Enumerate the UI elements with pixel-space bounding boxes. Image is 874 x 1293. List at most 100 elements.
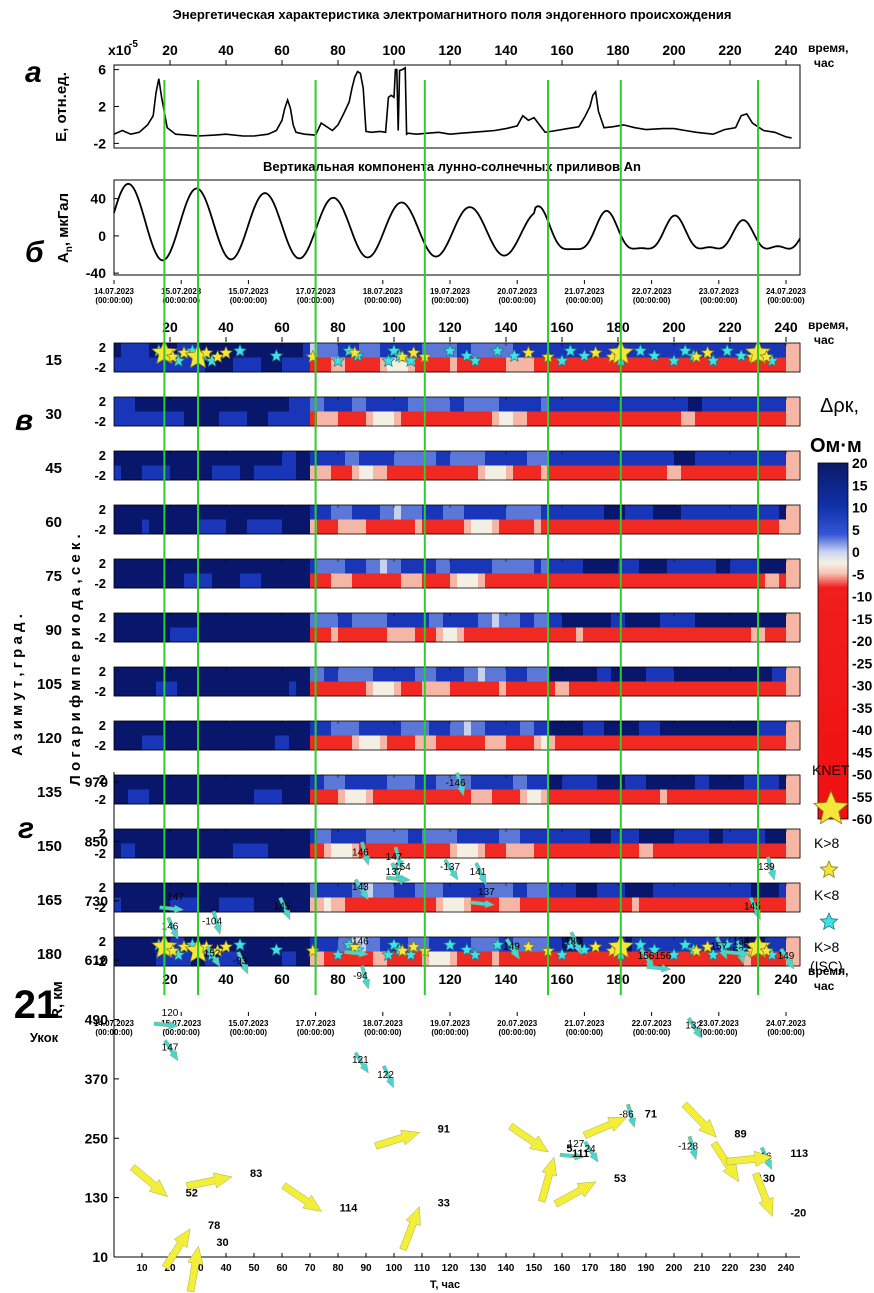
heatmap-cell — [639, 829, 647, 844]
heatmap-cell — [492, 411, 500, 427]
heatmap-cell — [604, 897, 612, 913]
heatmap-cell — [415, 937, 423, 952]
heatmap-cell — [513, 397, 521, 412]
panel-letter-a: а — [25, 56, 42, 89]
heatmap-cell — [205, 397, 213, 412]
heatmap-cell — [135, 681, 143, 697]
heatmap-cell — [667, 883, 675, 898]
heatmap-cell — [576, 357, 584, 373]
x-tick-label: 240 — [778, 1263, 795, 1274]
heatmap-cell — [296, 397, 304, 412]
heatmap-cell — [114, 843, 122, 859]
heatmap-cell — [366, 721, 374, 736]
heatmap-cell — [569, 735, 577, 751]
date-time-label: (00:00:00) — [499, 296, 537, 305]
star-knet — [395, 349, 410, 364]
heatmap-cell — [149, 465, 157, 481]
heatmap-cell — [128, 829, 136, 844]
heatmap-cell — [380, 681, 388, 697]
heatmap-cell — [464, 789, 472, 805]
heatmap-cell — [471, 681, 479, 697]
green-event-lines — [163, 80, 759, 995]
heatmap-cell — [401, 897, 409, 913]
heatmap-cell — [730, 883, 738, 898]
heatmap-cell — [282, 357, 290, 373]
heatmap-cell — [121, 937, 129, 952]
heatmap-cell — [338, 343, 346, 358]
heatmap-cell — [478, 829, 486, 844]
star-isc — [269, 942, 284, 957]
heatmap-cell — [163, 829, 171, 844]
heatmap-cell — [765, 789, 773, 805]
legend-label-isc-1: K>8 — [814, 939, 840, 955]
heatmap-cell — [198, 397, 206, 412]
heatmap-cell — [380, 627, 388, 643]
heatmap-cell — [366, 357, 374, 373]
heatmap-cell — [695, 843, 703, 859]
heatmap-cell — [429, 559, 437, 574]
heatmap-cell — [751, 735, 759, 751]
time-tick-label: 180 — [606, 42, 630, 58]
heatmap-cell — [380, 519, 388, 535]
heatmap-cell — [338, 937, 346, 952]
heatmap-cell — [380, 667, 388, 682]
heatmap-cell — [737, 613, 745, 628]
heatmap-cell — [296, 411, 304, 427]
heatmap-cell — [499, 681, 507, 697]
heatmap-cell — [625, 357, 633, 373]
time-tick-label: 20 — [162, 971, 178, 987]
heatmap-cell — [765, 721, 773, 736]
heatmap-cell — [681, 667, 689, 682]
heatmap-cell — [548, 397, 556, 412]
row-azimuth-label: 180 — [37, 946, 62, 963]
heatmap-cell — [569, 519, 577, 535]
heatmap-cell — [751, 681, 759, 697]
knet-arrow — [726, 1150, 773, 1167]
heatmap-cell — [268, 505, 276, 520]
heatmap-cell — [779, 789, 787, 805]
heatmap-cell — [415, 613, 423, 628]
heatmap-cell — [121, 397, 129, 412]
heatmap-cell — [709, 505, 717, 520]
heatmap-cell — [520, 735, 528, 751]
heatmap-cell — [261, 519, 269, 535]
date-time-label: (00:00:00) — [297, 1028, 335, 1037]
heatmap-cell — [359, 897, 367, 913]
legend-title: KNET — [812, 762, 850, 778]
heatmap-cell — [352, 627, 360, 643]
heatmap-cell — [373, 721, 381, 736]
heatmap-cell — [772, 573, 780, 589]
heatmap-cell — [429, 613, 437, 628]
heatmap-cell — [233, 613, 241, 628]
heatmap-cell — [373, 465, 381, 481]
star-isc — [490, 937, 505, 952]
heatmap-cell — [443, 789, 451, 805]
heatmap-cell — [772, 843, 780, 859]
heatmap-cell — [758, 505, 766, 520]
date-label: 21.07.2023 — [564, 1019, 605, 1028]
y-tick-label: 40 — [90, 191, 106, 207]
heatmap-cell — [247, 681, 255, 697]
heatmap-cell — [233, 505, 241, 520]
heatmap-cell — [779, 681, 787, 697]
star-isc — [507, 348, 522, 363]
heatmap-cell — [254, 681, 262, 697]
heatmap-cell — [611, 721, 619, 736]
heatmap-cell — [597, 843, 605, 859]
heatmap-cell — [408, 505, 416, 520]
heatmap-cell — [415, 897, 423, 913]
heatmap-cell — [205, 613, 213, 628]
heatmap-cell — [142, 735, 150, 751]
heatmap-cell — [338, 789, 346, 805]
heatmap-cell — [275, 681, 283, 697]
heatmap-cell — [261, 627, 269, 643]
x-tick-label: 100 — [386, 1263, 403, 1274]
heatmap-cell — [177, 573, 185, 589]
heatmap-cell — [702, 465, 710, 481]
heatmap-cell — [359, 667, 367, 682]
heatmap-cell — [485, 951, 493, 967]
heatmap-cell — [121, 681, 129, 697]
heatmap-cell — [625, 411, 633, 427]
heatmap-cell — [170, 775, 178, 790]
heatmap-cell — [450, 883, 458, 898]
